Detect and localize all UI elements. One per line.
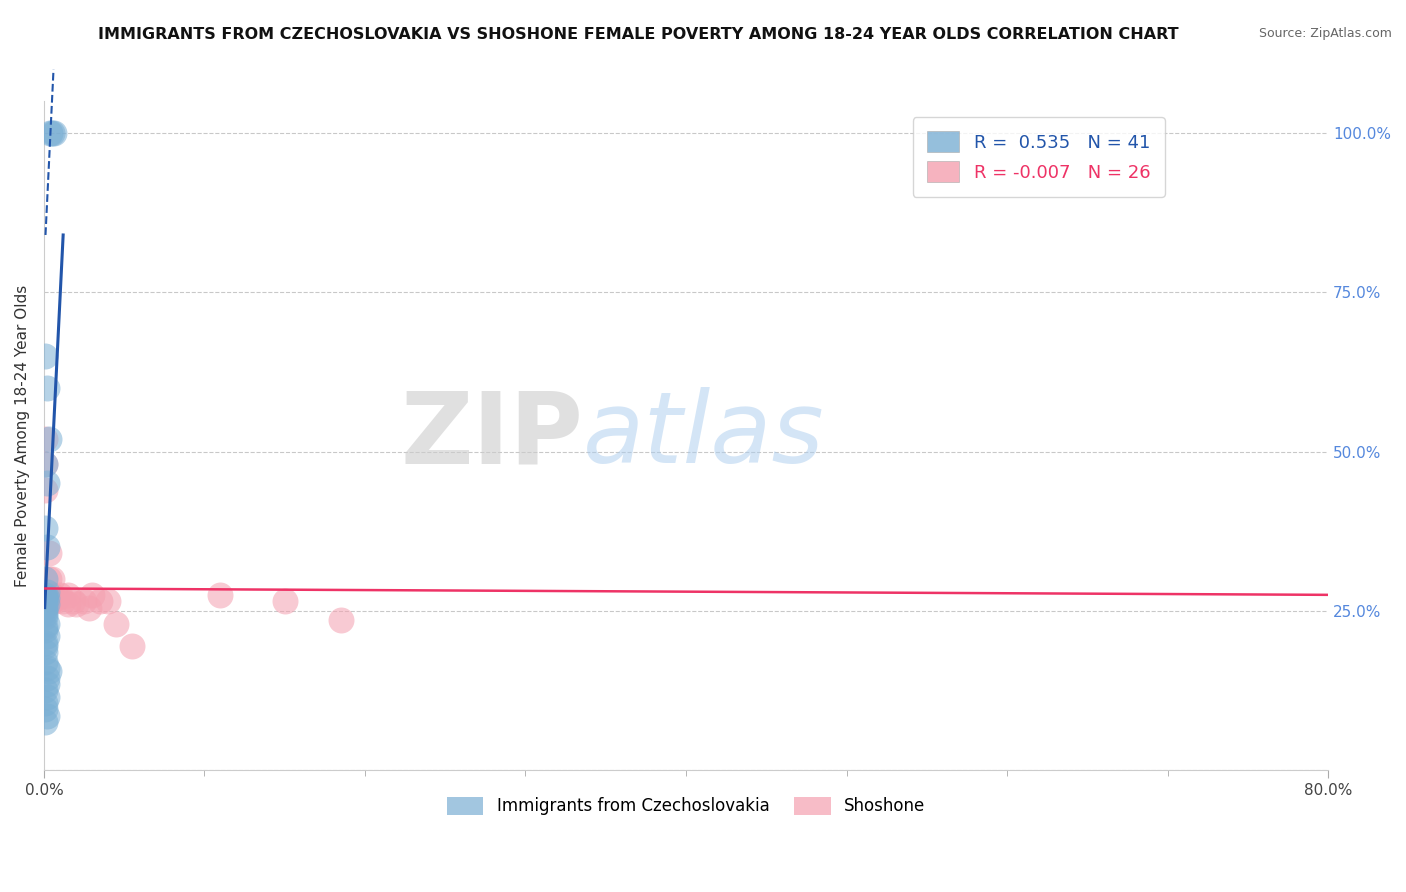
Point xyxy=(80,588,103,602)
Point xyxy=(97,594,120,608)
Point xyxy=(49,588,72,602)
Point xyxy=(38,665,60,679)
Point xyxy=(34,715,56,730)
Point xyxy=(34,349,56,363)
Point xyxy=(35,381,58,395)
Point xyxy=(38,546,60,560)
Point xyxy=(44,594,66,608)
Point xyxy=(65,598,87,612)
Point xyxy=(35,591,58,605)
Point xyxy=(34,591,56,605)
Point xyxy=(35,690,58,704)
Point xyxy=(209,588,232,602)
Point xyxy=(56,598,79,612)
Point xyxy=(105,616,128,631)
Point xyxy=(34,521,56,535)
Point xyxy=(35,629,58,643)
Point xyxy=(34,696,56,710)
Point xyxy=(41,588,63,602)
Point xyxy=(273,594,295,608)
Point xyxy=(34,645,56,659)
Point xyxy=(34,702,56,716)
Point xyxy=(62,594,84,608)
Point xyxy=(35,677,58,691)
Point xyxy=(35,476,58,491)
Point xyxy=(39,126,62,140)
Point xyxy=(42,126,65,140)
Point xyxy=(34,457,56,471)
Point xyxy=(34,483,56,497)
Text: IMMIGRANTS FROM CZECHOSLOVAKIA VS SHOSHONE FEMALE POVERTY AMONG 18-24 YEAR OLDS : IMMIGRANTS FROM CZECHOSLOVAKIA VS SHOSHO… xyxy=(98,27,1180,42)
Point xyxy=(35,661,58,675)
Point xyxy=(35,616,58,631)
Point xyxy=(34,432,56,446)
Point xyxy=(41,594,63,608)
Point xyxy=(34,457,56,471)
Point xyxy=(38,572,60,586)
Text: ZIP: ZIP xyxy=(401,387,583,484)
Point xyxy=(121,639,143,653)
Point xyxy=(34,600,56,615)
Point xyxy=(34,635,56,649)
Point xyxy=(34,639,56,653)
Point xyxy=(34,607,56,621)
Legend: Immigrants from Czechoslovakia, Shoshone: Immigrants from Czechoslovakia, Shoshone xyxy=(440,789,932,822)
Point xyxy=(41,572,63,586)
Point xyxy=(35,540,58,554)
Point xyxy=(34,620,56,634)
Point xyxy=(35,598,58,612)
Point xyxy=(34,623,56,637)
Text: atlas: atlas xyxy=(583,387,825,484)
Point xyxy=(34,588,56,602)
Y-axis label: Female Poverty Among 18-24 Year Olds: Female Poverty Among 18-24 Year Olds xyxy=(15,285,30,587)
Text: Source: ZipAtlas.com: Source: ZipAtlas.com xyxy=(1258,27,1392,40)
Point xyxy=(34,683,56,698)
Point xyxy=(41,126,63,140)
Point xyxy=(35,584,58,599)
Point xyxy=(38,432,60,446)
Point xyxy=(52,594,75,608)
Point xyxy=(35,709,58,723)
Point xyxy=(34,591,56,605)
Point xyxy=(329,613,352,627)
Point xyxy=(34,591,56,605)
Point xyxy=(34,655,56,669)
Point xyxy=(45,591,67,605)
Point xyxy=(34,604,56,618)
Point xyxy=(77,600,100,615)
Point xyxy=(89,594,111,608)
Point xyxy=(34,598,56,612)
Point xyxy=(34,610,56,624)
Point xyxy=(73,594,96,608)
Point xyxy=(56,588,79,602)
Point xyxy=(34,572,56,586)
Point xyxy=(35,671,58,685)
